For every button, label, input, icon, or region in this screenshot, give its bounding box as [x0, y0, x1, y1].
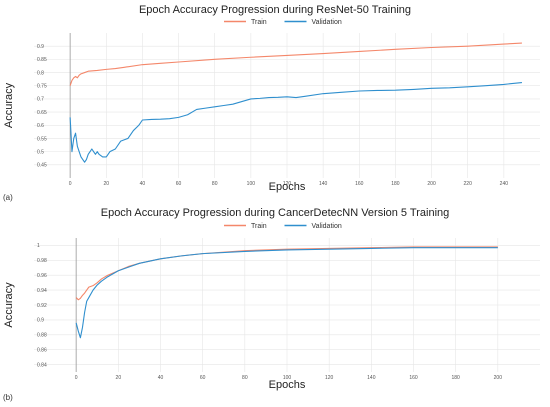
x-tick-label: 60: [200, 375, 206, 381]
y-tick-label: 0.98: [37, 258, 47, 264]
x-tick-label: 160: [355, 181, 364, 187]
series-line-validation: [75, 247, 498, 339]
legend-label: Validation: [312, 19, 342, 26]
y-tick-label: 0.5: [37, 149, 44, 155]
x-tick-label: 40: [140, 181, 146, 187]
y-tick-label: 0.65: [37, 110, 47, 116]
y-tick-label: 0.84: [37, 362, 47, 368]
x-axis-title: Epochs: [269, 181, 306, 193]
x-tick-label: 220: [464, 181, 473, 187]
y-tick-label: 0.8: [37, 70, 44, 76]
x-tick-label: 140: [319, 181, 328, 187]
x-tick-label: 240: [500, 181, 509, 187]
chart-title: Epoch Accuracy Progression during ResNet…: [139, 4, 411, 16]
x-tick-label: 60: [176, 181, 182, 187]
y-axis-title: Accuracy: [3, 282, 15, 328]
legend-item-validation: Validation: [284, 223, 342, 230]
x-tick-label: 160: [409, 375, 418, 381]
y-tick-label: 0.7: [37, 97, 44, 103]
x-tick-label: 80: [242, 375, 248, 381]
legend: Train Validation: [224, 19, 342, 26]
x-tick-label: 120: [325, 375, 334, 381]
y-tick-label: 0.9: [37, 44, 44, 50]
legend-label: Validation: [312, 223, 342, 230]
x-tick-label: 100: [283, 375, 292, 381]
x-tick-label: 80: [212, 181, 218, 187]
legend-item-train: Train: [224, 19, 267, 26]
legend: Train Validation: [224, 223, 342, 230]
x-tick-label: 0: [69, 181, 72, 187]
y-tick-label: 0.75: [37, 84, 47, 90]
y-tick-label: 0.96: [37, 273, 47, 279]
y-tick-label: 0.45: [37, 163, 47, 169]
series-line-train: [69, 42, 522, 86]
legend-item-validation: Validation: [284, 19, 342, 26]
y-tick-label: 0.88: [37, 333, 47, 339]
x-tick-label: 20: [116, 375, 122, 381]
legend-label: Train: [251, 223, 267, 230]
y-tick-label: 0.92: [37, 303, 47, 309]
y-tick-label: 0.94: [37, 288, 47, 294]
chart-title: Epoch Accuracy Progression during Cancer…: [101, 207, 450, 219]
y-tick-label: 0.6: [37, 123, 44, 129]
y-axis-title: Accuracy: [3, 82, 15, 128]
y-tick-label: 1: [37, 243, 40, 249]
x-tick-label: 120: [283, 181, 292, 187]
x-tick-label: 180: [391, 181, 400, 187]
x-tick-label: 200: [427, 181, 436, 187]
x-tick-label: 20: [104, 181, 110, 187]
chart-panel-0: 0 20 40 60 80 100 120 140 160 180 200 220 240 0.45 0.5…: [3, 4, 540, 202]
y-tick-label: 0.86: [37, 347, 47, 353]
panel-label: (b): [3, 393, 13, 402]
x-tick-label: 40: [158, 375, 164, 381]
legend-label: Train: [251, 19, 267, 26]
x-tick-label: 100: [247, 181, 256, 187]
panel-label: (a): [3, 193, 13, 202]
x-tick-label: 180: [451, 375, 460, 381]
x-axis-title: Epochs: [269, 379, 306, 391]
y-tick-label: 0.85: [37, 57, 47, 63]
x-tick-label: 0: [75, 375, 78, 381]
legend-item-train: Train: [224, 223, 267, 230]
y-tick-label: 0.55: [37, 136, 47, 142]
chart-panel-1: 0 20 40 60 80 100 120 140 160 180 200 0.84 0.86 0.88 0…: [3, 207, 540, 402]
y-tick-label: 0.9: [37, 318, 44, 324]
x-tick-label: 140: [367, 375, 376, 381]
series-line-validation: [69, 82, 522, 163]
x-tick-label: 200: [494, 375, 503, 381]
